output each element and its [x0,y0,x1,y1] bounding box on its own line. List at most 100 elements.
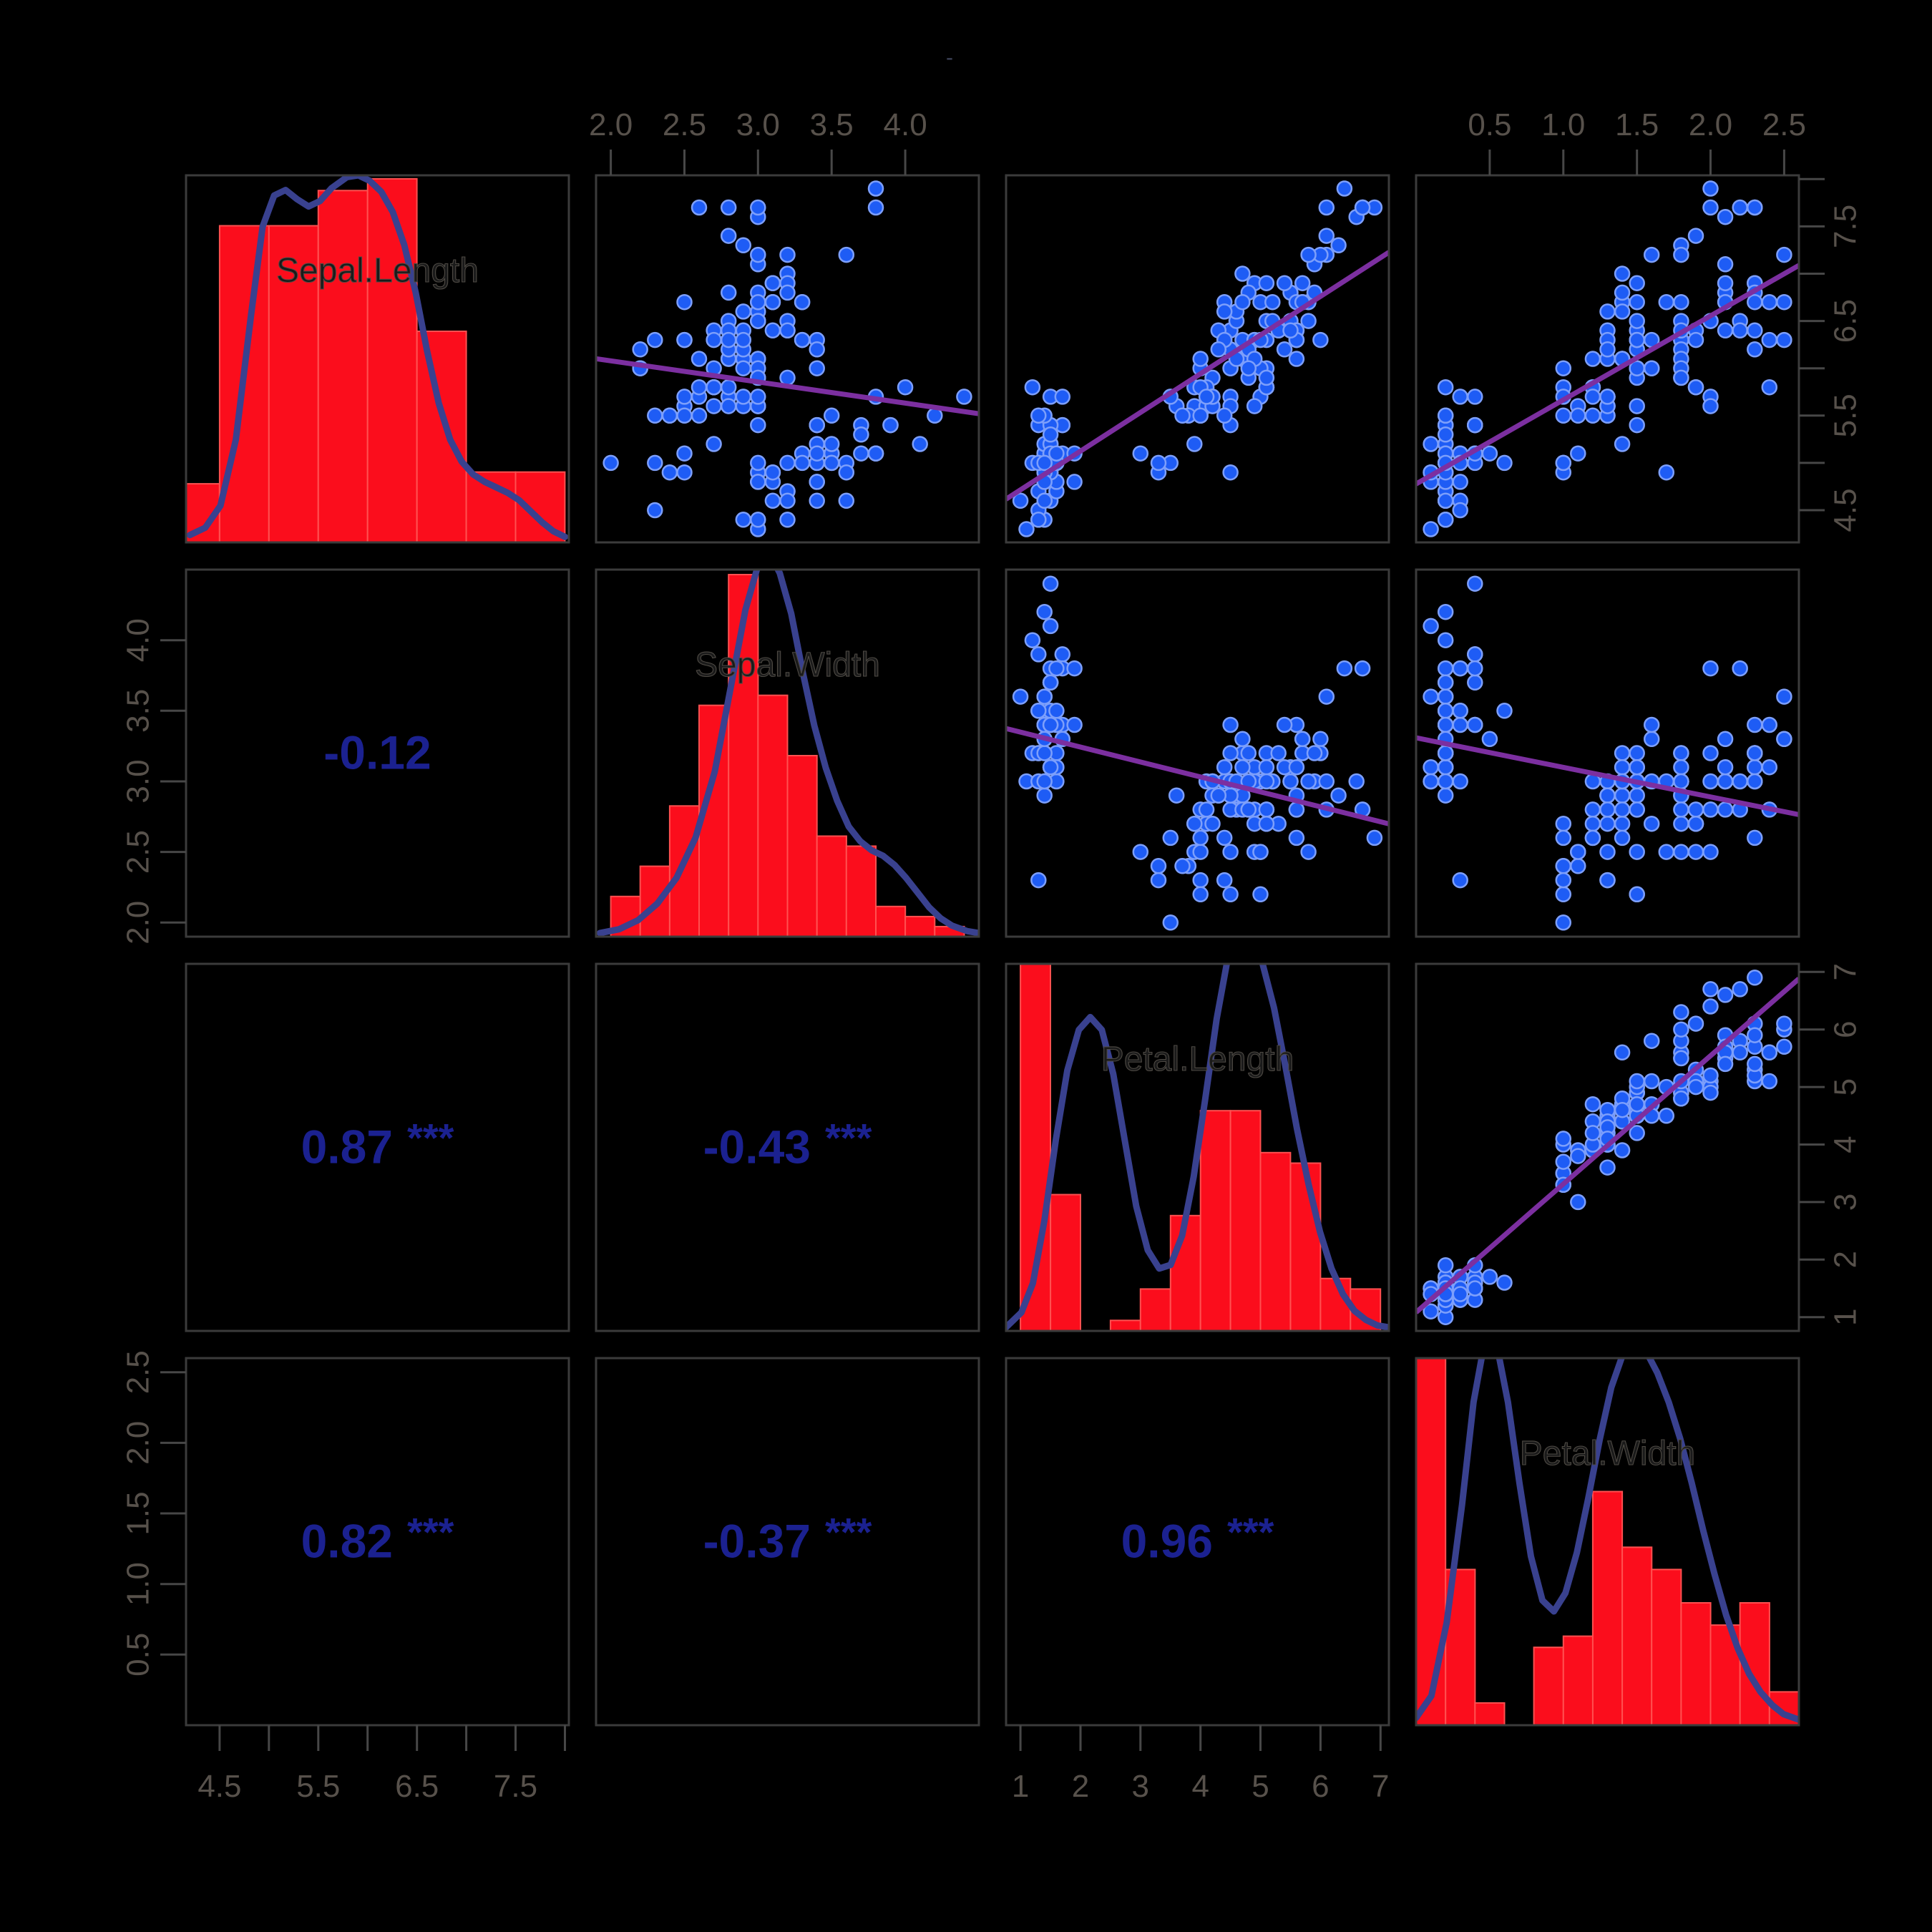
tick-label: 5.5 [1828,394,1863,437]
tick-label: 7 [1828,963,1863,980]
axis-bottom-sepal-length: 4.5 5.5 6.5 7.5 [197,1725,566,1804]
regression-line [1416,977,1799,1314]
tick-label: 0.5 [1468,107,1511,142]
tick-label: 2.0 [121,901,156,945]
panel-border [1415,568,1800,938]
tick-label: 1.5 [121,1491,156,1535]
density-curve [1416,1358,1799,1723]
panel-border [1415,174,1800,544]
panel-petal-width-vs-sepal-width: -0.37 *** [595,1357,980,1727]
correlation-value: 0.87 *** [301,1116,454,1174]
tick-label: 2 [1828,1251,1863,1268]
panel-border [185,962,570,1332]
axis-right-petal-length: 1 2 3 4 5 6 7 [1799,963,1863,1326]
scatter-points [1423,180,1792,537]
tick-label: 2.5 [1762,107,1806,142]
panel-sepal-width-vs-petal-width [1415,568,1800,938]
panel-border [185,174,570,544]
panel-petal-length-vs-sepal-length: 0.87 *** [185,962,570,1332]
panel-sepal-width-vs-sepal-length: -0.12 [185,568,570,938]
panel-border [1005,174,1390,544]
regression-line [1006,726,1389,826]
tick-label: 6.5 [1828,299,1863,343]
axis-top-sepal-width: 2.0 2.5 3.0 3.5 4.0 [589,107,927,175]
correlation-value: 0.82 *** [301,1510,454,1568]
tick-label: 6 [1828,1020,1863,1038]
panel-sepal-width-vs-petal-length [1005,568,1390,938]
tick-label: 1.0 [121,1562,156,1606]
scatter-points [1423,575,1792,931]
tick-label: 0.5 [121,1633,156,1677]
tick-label: 7.5 [494,1769,537,1804]
tick-label: 5.5 [296,1769,340,1804]
tick-label: 6.5 [395,1769,439,1804]
regression-line [1416,735,1799,817]
tick-label: 7.5 [1828,205,1863,248]
tick-label: 2.0 [1689,107,1732,142]
panel-border [185,1357,570,1727]
regression-line [1416,263,1799,487]
correlation-value: -0.12 [323,726,431,779]
tick-label: 2 [1072,1769,1089,1804]
tick-label: 3.5 [121,689,156,733]
panel-petal-length-vs-petal-length: Petal.Length [1005,962,1390,1332]
significance-stars: *** [825,1510,872,1555]
scatter-points [1012,180,1383,537]
tick-label: 4.5 [1828,488,1863,532]
tick-label: 1.0 [1541,107,1585,142]
panel-border [595,174,980,544]
significance-stars: *** [407,1116,454,1161]
tick-label: 6 [1312,1769,1329,1804]
panel-border [595,1357,980,1727]
tick-label: 7 [1372,1769,1389,1804]
tick-label: 2.5 [663,107,706,142]
axis-left-petal-width: 0.5 1.0 1.5 2.0 2.5 [121,1350,186,1677]
axis-left-sepal-width: 2.0 2.5 3.0 3.5 4.0 [121,618,186,945]
panel-border [185,568,570,938]
correlation-value: -0.37 *** [703,1510,872,1568]
scatter-points [1423,970,1792,1325]
panel-border [1005,962,1390,1332]
panel-petal-width-vs-sepal-length: 0.82 *** [185,1357,570,1727]
panel-border [595,568,980,938]
tick-label: 2.0 [589,107,633,142]
tick-label: 3.0 [736,107,780,142]
tick-label: 1 [1012,1769,1029,1804]
correlation-value: -0.43 *** [703,1116,872,1174]
diagonal-variable-label: Petal.Length [1101,1040,1294,1078]
diagonal-variable-label: Sepal.Width [695,646,880,684]
histogram-bars [1416,1358,1799,1725]
panel-sepal-length-vs-sepal-width [595,174,980,544]
axis-top-petal-width: 0.5 1.0 1.5 2.0 2.5 [1468,107,1806,175]
panel-petal-length-vs-petal-width [1415,962,1800,1332]
tick-label: 4 [1191,1769,1209,1804]
tick-label: 4.5 [197,1769,241,1804]
histogram-bars [610,574,965,937]
density-curve [596,570,979,937]
tick-label: 3.5 [810,107,854,142]
tick-label: 1 [1828,1308,1863,1325]
tick-label: 4.0 [121,618,156,662]
significance-stars: *** [825,1116,872,1161]
axis-right-sepal-length: 4.5 5.5 6.5 7.5 [1799,177,1863,532]
regression-line [596,356,979,416]
significance-stars: *** [1227,1510,1274,1555]
correlation-value: 0.96 *** [1121,1510,1274,1568]
panel-petal-width-vs-petal-length: 0.96 *** [1005,1357,1390,1727]
panel-sepal-length-vs-sepal-length: Sepal.Length [185,174,570,544]
panel-sepal-width-vs-sepal-width: Sepal.Width [595,568,980,938]
plot-title-mark: - [946,46,953,69]
panel-border [1415,1357,1800,1727]
panel-petal-length-vs-sepal-width: -0.43 *** [595,962,980,1332]
tick-label: 1.5 [1615,107,1659,142]
density-curve [1006,964,1389,1331]
panel-sepal-length-vs-petal-length [1005,174,1390,544]
diagonal-variable-label: Petal.Width [1520,1435,1695,1473]
scatter-points [1012,575,1383,931]
tick-label: 2.0 [121,1421,156,1465]
tick-label: 2.5 [121,830,156,874]
tick-label: 2.5 [121,1350,156,1394]
density-curve [186,175,569,540]
